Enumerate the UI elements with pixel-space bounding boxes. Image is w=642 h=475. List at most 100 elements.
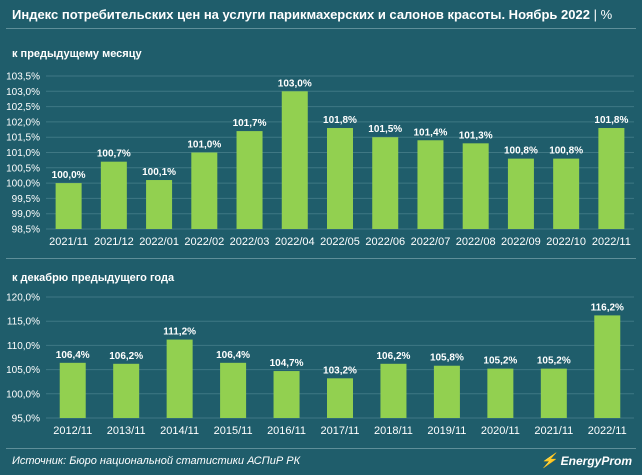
bar	[220, 362, 247, 418]
x-tick-label: 2019/11	[427, 425, 466, 437]
data-label: 101,3%	[459, 130, 493, 141]
y-tick-label: 103,5%	[6, 72, 40, 83]
data-label: 101,4%	[414, 127, 448, 138]
data-label: 111,2%	[163, 327, 196, 338]
x-tick-label: 2022/03	[230, 236, 270, 248]
y-tick-label: 102,5%	[6, 102, 40, 113]
x-tick-label: 2014/11	[160, 425, 199, 437]
x-tick-label: 2022/11	[588, 425, 627, 437]
data-label: 103,0%	[278, 78, 312, 89]
bar	[191, 152, 218, 229]
x-tick-label: 2013/11	[107, 425, 146, 437]
x-tick-label: 2021/11	[534, 425, 573, 437]
data-label: 105,8%	[430, 353, 464, 364]
x-tick-label: 2022/10	[546, 236, 586, 248]
data-label: 116,2%	[591, 302, 624, 313]
panel-title-yearly: к декабрю предыдущего года	[12, 272, 175, 284]
y-tick-label: 99,0%	[12, 209, 40, 220]
y-tick-label: 100,5%	[6, 163, 40, 174]
energyprom-logo: ⚡ EnergyProm	[540, 452, 632, 469]
x-tick-label: 2015/11	[214, 425, 253, 437]
data-label: 101,7%	[233, 118, 267, 129]
x-tick-label: 2022/07	[411, 236, 451, 248]
bar	[281, 91, 308, 229]
x-tick-label: 2022/11	[592, 236, 631, 248]
bar	[113, 363, 140, 418]
bar	[487, 368, 514, 418]
data-label: 100,8%	[549, 146, 583, 157]
bar	[380, 363, 407, 418]
x-tick-label: 2021/12	[94, 236, 134, 248]
x-tick-label: 2022/08	[456, 236, 496, 248]
panel-title-monthly: к предыдущему месяцу	[12, 48, 142, 60]
bar	[59, 362, 86, 418]
data-label: 105,2%	[483, 356, 517, 367]
footer-divider	[6, 448, 636, 449]
data-label: 101,8%	[594, 115, 628, 126]
data-label: 106,2%	[109, 351, 143, 362]
x-tick-label: 2020/11	[481, 425, 520, 437]
bar	[594, 315, 621, 418]
x-tick-label: 2012/11	[53, 425, 92, 437]
x-tick-label: 2022/02	[184, 236, 224, 248]
bar	[372, 137, 399, 229]
data-label: 106,4%	[56, 350, 90, 361]
y-tick-label: 101,0%	[6, 148, 40, 159]
y-tick-label: 95,0%	[12, 414, 40, 425]
yearly-chart: 95,0% 100,0% 105,0% 110,0% 115,0% 120,0% 106,4…	[6, 293, 634, 437]
bar	[598, 128, 625, 229]
bar	[273, 371, 300, 418]
data-label: 101,8%	[323, 115, 357, 126]
bar	[507, 158, 534, 229]
bar	[236, 131, 263, 229]
bar	[553, 158, 580, 229]
y-tick-label: 115,0%	[7, 317, 40, 328]
x-tick-label: 2017/11	[321, 425, 360, 437]
bar	[433, 365, 460, 418]
bar	[462, 143, 489, 229]
data-label: 105,2%	[537, 356, 571, 367]
x-tick-label: 2022/06	[365, 236, 405, 248]
x-tick-label: 2016/11	[267, 425, 306, 437]
x-tick-label: 2022/05	[320, 236, 360, 248]
bar	[327, 378, 353, 418]
x-tick-label: 2022/01	[139, 236, 179, 248]
bar	[100, 161, 127, 229]
data-label: 103,2%	[323, 365, 357, 376]
data-label: 104,7%	[270, 358, 304, 369]
y-tick-label: 99,5%	[12, 194, 40, 205]
chart-title-text: Индекс потребительских цен на услуги пар…	[12, 7, 590, 22]
data-label: 101,5%	[368, 124, 402, 135]
chart-title: Индекс потребительских цен на услуги пар…	[12, 7, 632, 22]
bar	[417, 140, 444, 229]
y-tick-label: 98,5%	[12, 225, 40, 236]
unit-label: %	[600, 7, 613, 22]
bar	[166, 339, 193, 418]
x-tick-label: 2022/09	[501, 236, 541, 248]
bar	[55, 183, 82, 229]
data-label: 101,0%	[187, 140, 221, 151]
data-label: 106,2%	[376, 351, 410, 362]
data-label: 106,4%	[216, 350, 250, 361]
bar	[327, 128, 353, 229]
data-label: 100,1%	[142, 167, 176, 178]
y-tick-label: 100,0%	[6, 389, 40, 400]
data-label: 100,8%	[504, 146, 538, 157]
y-tick-label: 110,0%	[7, 341, 40, 352]
x-tick-label: 2022/04	[275, 236, 315, 248]
y-tick-label: 103,0%	[6, 87, 40, 98]
header-divider	[6, 28, 636, 29]
lightning-icon: ⚡	[540, 452, 558, 468]
x-tick-label: 2021/11	[49, 236, 88, 248]
x-tick-label: 2018/11	[374, 425, 413, 437]
source-note: Источник: Бюро национальной статистики А…	[12, 455, 301, 467]
y-tick-label: 102,0%	[6, 117, 40, 128]
bar	[540, 368, 567, 418]
y-tick-label: 120,0%	[6, 293, 40, 304]
chart-title-unit: | %	[593, 7, 613, 22]
data-label: 100,0%	[52, 170, 86, 181]
monthly-chart: 98,5% 99,0% 99,5% 100,0% 100,5% 101,0% 101,5% 1…	[6, 72, 634, 248]
y-tick-label: 105,0%	[6, 365, 40, 376]
panel-divider	[6, 258, 636, 259]
data-label: 100,7%	[97, 149, 131, 160]
